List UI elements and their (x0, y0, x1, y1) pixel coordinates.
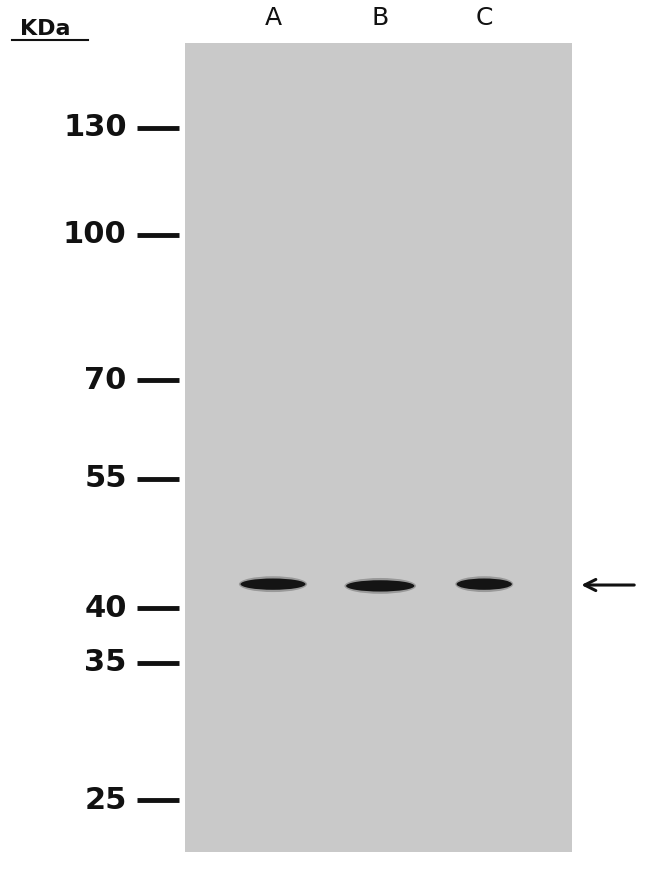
Text: 35: 35 (84, 649, 127, 677)
Ellipse shape (456, 579, 512, 590)
Text: C: C (476, 6, 493, 30)
Ellipse shape (344, 578, 416, 593)
Ellipse shape (240, 579, 306, 590)
Text: 100: 100 (63, 220, 127, 249)
Ellipse shape (239, 576, 307, 592)
Bar (185, 43, 572, 852)
Text: KDa: KDa (20, 18, 71, 38)
Text: 40: 40 (84, 594, 127, 623)
Ellipse shape (346, 580, 415, 592)
Text: A: A (265, 6, 281, 30)
Text: 70: 70 (84, 365, 127, 395)
Text: 25: 25 (84, 786, 127, 815)
Ellipse shape (455, 576, 514, 592)
Text: 55: 55 (84, 464, 127, 493)
Text: B: B (372, 6, 389, 30)
Text: 130: 130 (63, 113, 127, 142)
